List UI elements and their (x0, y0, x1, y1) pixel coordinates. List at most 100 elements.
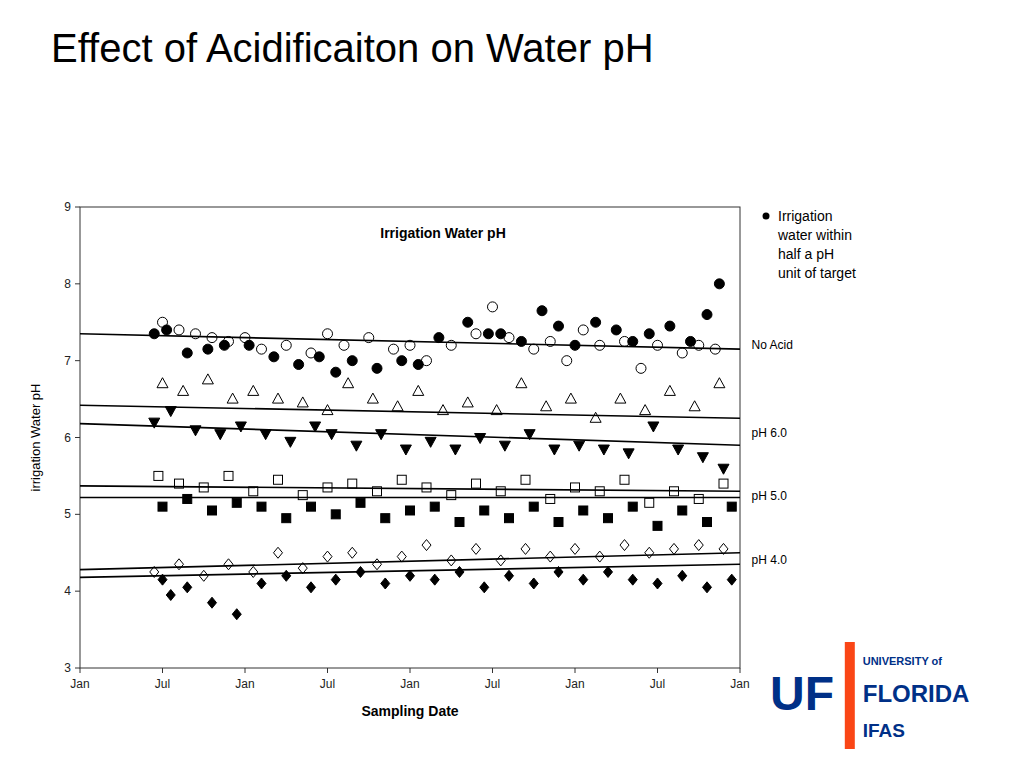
point (351, 441, 362, 451)
point (636, 363, 646, 373)
point (579, 574, 588, 585)
y-tick (75, 514, 80, 515)
point (274, 547, 283, 558)
point (574, 441, 585, 451)
line-label: pH 4.0 (752, 553, 788, 567)
point (472, 479, 481, 488)
point (505, 514, 514, 523)
x-tick (327, 668, 328, 673)
logo-text: UNIVERSITY of (863, 655, 943, 667)
point (165, 407, 176, 417)
point (422, 483, 431, 492)
side-note-line: water within (777, 227, 852, 243)
plot-frame (80, 207, 740, 668)
point (183, 494, 192, 503)
point (714, 279, 724, 289)
x-axis: JanJulJanJulJanJulJanJulJan (70, 668, 749, 691)
y-tick (75, 283, 80, 284)
point (727, 574, 736, 585)
point (677, 348, 687, 358)
annotations: No AcidpH 6.0pH 5.0pH 4.0Irrigationwater… (752, 208, 856, 567)
y-tick-label: 3 (64, 661, 71, 675)
point (463, 317, 473, 327)
title: Effect of Acidificaiton on Water pH (51, 26, 654, 70)
point (227, 393, 238, 403)
point (516, 378, 527, 388)
x-tick (162, 668, 163, 673)
point (208, 597, 217, 608)
side-note-line: half a pH (778, 246, 834, 262)
point (664, 385, 675, 395)
point (620, 475, 629, 484)
point (182, 348, 192, 358)
point (183, 582, 192, 593)
point (356, 498, 365, 507)
point (294, 360, 304, 370)
point (554, 518, 563, 527)
y-tick (75, 668, 80, 669)
point (430, 502, 439, 511)
point (158, 502, 167, 511)
point (694, 494, 703, 503)
y-tick-label: 8 (64, 277, 71, 291)
y-tick (75, 207, 80, 208)
point (697, 453, 708, 463)
point (285, 437, 296, 447)
point (496, 487, 505, 496)
point (590, 412, 601, 422)
point (339, 340, 349, 350)
x-tick-label: Jul (650, 677, 665, 691)
trend-line (80, 497, 740, 499)
point (235, 422, 246, 432)
point (703, 518, 712, 527)
point (202, 374, 213, 384)
point (331, 367, 341, 377)
point (521, 543, 530, 554)
point (154, 471, 163, 480)
y-tick-label: 4 (64, 584, 71, 598)
point (546, 551, 555, 562)
point (462, 397, 473, 407)
x-axis-label: Sampling Date (361, 703, 458, 719)
point (392, 401, 403, 411)
point (529, 502, 538, 511)
trend-line (80, 486, 740, 491)
point (347, 356, 357, 366)
point (472, 543, 481, 554)
point (529, 344, 539, 354)
point (232, 609, 241, 620)
point (686, 336, 696, 346)
point (579, 506, 588, 515)
point (257, 502, 266, 511)
point (611, 325, 621, 335)
point (199, 570, 208, 581)
x-tick (80, 668, 81, 673)
line-label: pH 6.0 (752, 426, 788, 440)
x-tick (410, 668, 411, 673)
x-tick-label: Jan (235, 677, 254, 691)
y-tick (75, 591, 80, 592)
point (471, 329, 481, 339)
point (499, 441, 510, 451)
point (257, 578, 266, 589)
point (397, 475, 406, 484)
point (162, 325, 172, 335)
point (203, 344, 213, 354)
point (455, 518, 464, 527)
point (273, 393, 284, 403)
point (670, 543, 679, 554)
y-tick (75, 437, 80, 438)
side-note-line: Irrigation (778, 208, 832, 224)
point (307, 582, 316, 593)
point (307, 502, 316, 511)
side-note-line: unit of target (778, 265, 856, 281)
logo-text: UF (770, 667, 834, 720)
point (381, 514, 390, 523)
point (372, 363, 382, 373)
point (714, 378, 725, 388)
point (598, 445, 609, 455)
point (595, 487, 604, 496)
point (648, 422, 659, 432)
point (269, 352, 279, 362)
trend-line (80, 334, 740, 349)
